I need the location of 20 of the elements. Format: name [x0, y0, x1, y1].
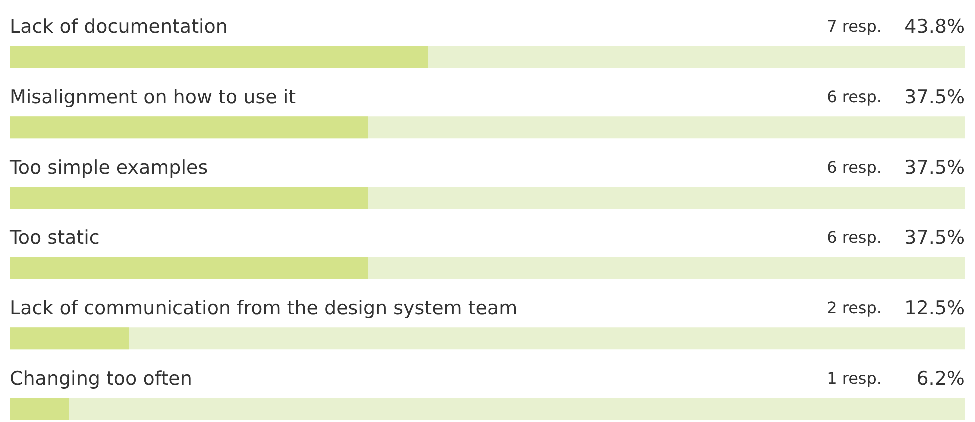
annotation: 1 resp.	[827, 368, 882, 388]
data-label: 37.5%	[904, 156, 965, 179]
data-label: 12.5%	[904, 298, 965, 320]
y-tick-label: Too static	[9, 227, 100, 250]
y-tick-label: Lack of communication from the design system team	[10, 298, 518, 320]
data-label: 37.5%	[904, 227, 965, 250]
bar	[10, 398, 70, 420]
data-label: 43.8%	[904, 16, 965, 38]
annotation: 6 resp.	[827, 88, 882, 106]
annotation: 6 resp.	[827, 228, 882, 248]
data-label: 37.5%	[904, 86, 965, 108]
annotation: 6 resp.	[827, 158, 882, 177]
y-tick-label: Too simple examples	[9, 156, 208, 179]
y-tick-label: Changing too often	[10, 368, 192, 390]
y-tick-label: Lack of documentation	[10, 16, 228, 38]
annotation: 7 resp.	[827, 17, 882, 36]
data-label: 6.2%	[916, 368, 965, 390]
bar	[10, 328, 130, 350]
y-tick-label: Misalignment on how to use it	[10, 86, 296, 108]
annotation: 2 resp.	[827, 298, 882, 318]
